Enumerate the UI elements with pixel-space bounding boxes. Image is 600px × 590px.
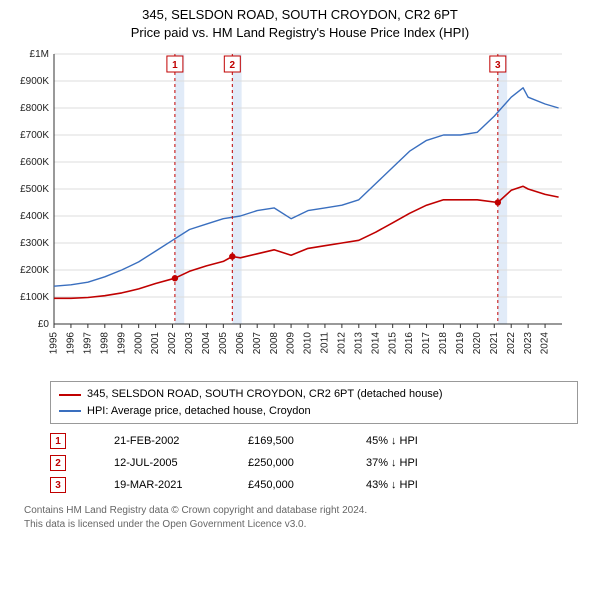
svg-text:3: 3 xyxy=(495,60,501,71)
svg-text:2002: 2002 xyxy=(167,332,178,355)
svg-text:2005: 2005 xyxy=(218,332,229,355)
marker-table-row: 3 19-MAR-2021 £450,000 43%↓HPI xyxy=(50,474,578,496)
title-line-1: 345, SELSDON ROAD, SOUTH CROYDON, CR2 6P… xyxy=(10,6,590,24)
svg-text:2012: 2012 xyxy=(337,332,348,355)
svg-text:£500K: £500K xyxy=(20,184,49,195)
title-line-2: Price paid vs. HM Land Registry's House … xyxy=(10,24,590,42)
attribution: Contains HM Land Registry data © Crown c… xyxy=(24,504,578,532)
svg-text:2013: 2013 xyxy=(353,332,364,355)
marker-date: 19-MAR-2021 xyxy=(114,479,200,491)
svg-text:1: 1 xyxy=(172,60,178,71)
legend-label: HPI: Average price, detached house, Croy… xyxy=(87,403,311,420)
svg-text:2004: 2004 xyxy=(201,332,212,355)
svg-text:£900K: £900K xyxy=(20,76,49,87)
legend-label: 345, SELSDON ROAD, SOUTH CROYDON, CR2 6P… xyxy=(87,386,443,403)
svg-text:2003: 2003 xyxy=(184,332,195,355)
marker-date: 12-JUL-2005 xyxy=(114,457,200,469)
marker-table-row: 2 12-JUL-2005 £250,000 37%↓HPI xyxy=(50,452,578,474)
marker-hpi: 43%↓HPI xyxy=(366,479,418,491)
svg-text:£800K: £800K xyxy=(20,103,49,114)
svg-text:2023: 2023 xyxy=(523,332,534,355)
svg-text:2: 2 xyxy=(230,60,236,71)
svg-text:2024: 2024 xyxy=(540,332,551,355)
legend-row: 345, SELSDON ROAD, SOUTH CROYDON, CR2 6P… xyxy=(59,386,569,403)
legend-swatch xyxy=(59,394,81,396)
attribution-line-2: This data is licensed under the Open Gov… xyxy=(24,518,578,532)
svg-text:£0: £0 xyxy=(38,319,50,330)
svg-text:2009: 2009 xyxy=(286,332,297,355)
marker-number-box: 3 xyxy=(50,477,66,493)
marker-hpi: 37%↓HPI xyxy=(366,457,418,469)
marker-number-box: 1 xyxy=(50,433,66,449)
svg-text:2000: 2000 xyxy=(133,332,144,355)
arrow-down-icon: ↓ xyxy=(391,435,397,447)
svg-text:2011: 2011 xyxy=(320,332,331,354)
svg-text:2021: 2021 xyxy=(489,332,500,355)
page-title: 345, SELSDON ROAD, SOUTH CROYDON, CR2 6P… xyxy=(10,6,590,42)
svg-text:1998: 1998 xyxy=(99,332,110,355)
chart-area: £0 £100K £200K £300K £400K £500K £600K £700K £80… xyxy=(10,48,590,373)
marker-price: £450,000 xyxy=(248,479,318,491)
svg-text:2001: 2001 xyxy=(150,332,161,355)
marker-date: 21-FEB-2002 xyxy=(114,435,200,447)
svg-text:2008: 2008 xyxy=(269,332,280,355)
svg-text:2017: 2017 xyxy=(421,332,432,355)
arrow-down-icon: ↓ xyxy=(391,457,397,469)
svg-text:£700K: £700K xyxy=(20,130,49,141)
marker-number-box: 2 xyxy=(50,455,66,471)
svg-text:1996: 1996 xyxy=(66,332,77,355)
svg-text:1999: 1999 xyxy=(116,332,127,355)
svg-text:£400K: £400K xyxy=(20,211,49,222)
marker-hpi: 45%↓HPI xyxy=(366,435,418,447)
svg-text:2022: 2022 xyxy=(506,332,517,355)
svg-text:2006: 2006 xyxy=(235,332,246,355)
marker-table-row: 1 21-FEB-2002 £169,500 45%↓HPI xyxy=(50,430,578,452)
attribution-line-1: Contains HM Land Registry data © Crown c… xyxy=(24,504,578,518)
svg-text:1995: 1995 xyxy=(49,332,60,355)
legend-row: HPI: Average price, detached house, Croy… xyxy=(59,403,569,420)
svg-text:2019: 2019 xyxy=(455,332,466,355)
arrow-down-icon: ↓ xyxy=(391,479,397,491)
legend: 345, SELSDON ROAD, SOUTH CROYDON, CR2 6P… xyxy=(50,381,578,424)
svg-text:2007: 2007 xyxy=(252,332,263,355)
figure-root: 345, SELSDON ROAD, SOUTH CROYDON, CR2 6P… xyxy=(0,0,600,542)
svg-text:£1M: £1M xyxy=(30,49,49,60)
legend-swatch xyxy=(59,410,81,412)
svg-text:£600K: £600K xyxy=(20,157,49,168)
marker-price: £169,500 xyxy=(248,435,318,447)
marker-price: £250,000 xyxy=(248,457,318,469)
svg-text:2015: 2015 xyxy=(387,332,398,355)
svg-text:2016: 2016 xyxy=(404,332,415,355)
svg-text:2014: 2014 xyxy=(370,332,381,355)
svg-text:£300K: £300K xyxy=(20,238,49,249)
svg-text:1997: 1997 xyxy=(83,332,94,355)
marker-table: 1 21-FEB-2002 £169,500 45%↓HPI 2 12-JUL-2005 £… xyxy=(50,430,578,496)
line-chart: £0 £100K £200K £300K £400K £500K £600K £700K £80… xyxy=(10,48,570,368)
svg-text:2020: 2020 xyxy=(472,332,483,355)
svg-text:2018: 2018 xyxy=(438,332,449,355)
svg-text:2010: 2010 xyxy=(303,332,314,355)
svg-text:£100K: £100K xyxy=(20,292,49,303)
svg-text:£200K: £200K xyxy=(20,265,49,276)
